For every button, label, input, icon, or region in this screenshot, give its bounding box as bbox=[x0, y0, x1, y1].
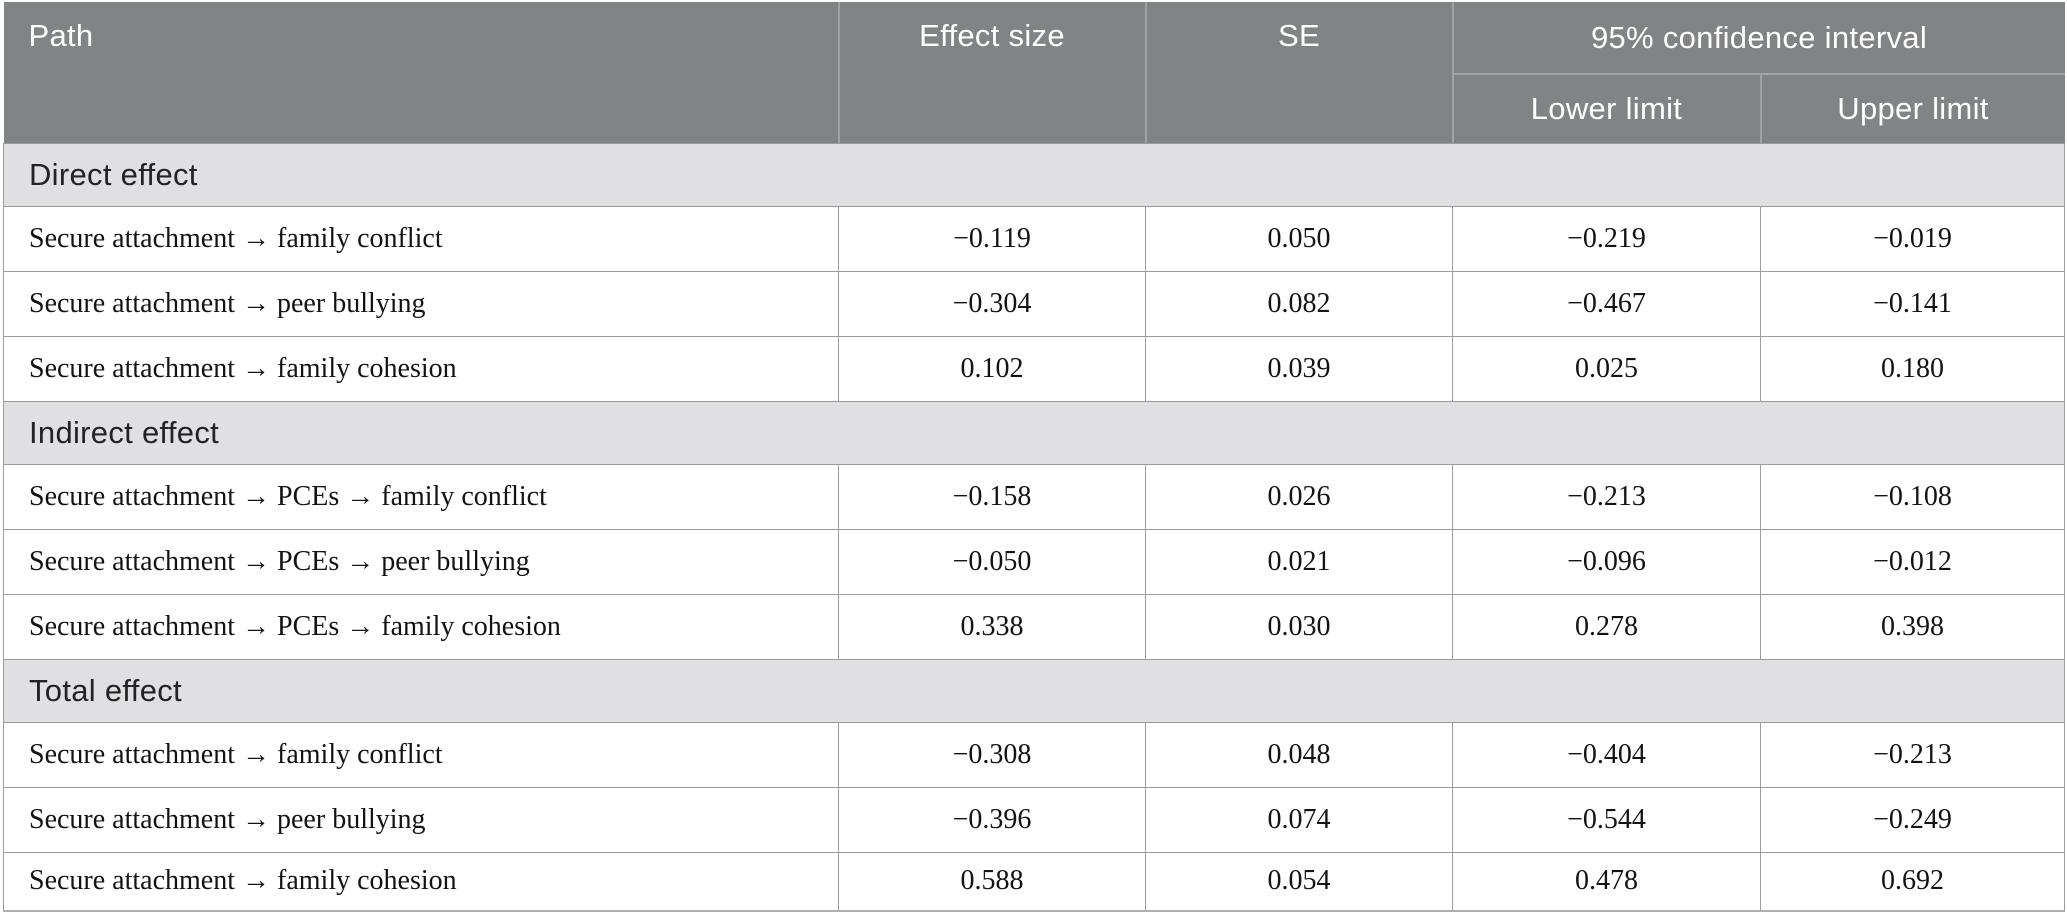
effect-size-cell: −0.396 bbox=[838, 786, 1146, 853]
se-cell: 0.048 bbox=[1145, 721, 1453, 788]
table-row: Secure attachment → family conflict −0.3… bbox=[3, 721, 2065, 788]
confidence-interval-header: 95% confidence interval bbox=[1452, 2, 2065, 74]
table-row: Secure attachment → PCEs → peer bullying… bbox=[3, 528, 2065, 595]
table-row: Secure attachment → PCEs → family cohesi… bbox=[3, 593, 2065, 660]
upper-limit-cell: −0.213 bbox=[1760, 721, 2065, 788]
effect-size-column-header: Effect size bbox=[838, 2, 1147, 143]
path-cell: Secure attachment → PCEs → peer bullying bbox=[3, 528, 839, 595]
lower-limit-column-header: Lower limit bbox=[1452, 73, 1762, 143]
section-label: Total effect bbox=[3, 658, 2065, 723]
upper-limit-cell: −0.108 bbox=[1760, 463, 2065, 530]
lower-limit-cell: −0.544 bbox=[1452, 786, 1761, 853]
lower-limit-cell: −0.096 bbox=[1452, 528, 1761, 595]
section-label: Direct effect bbox=[3, 142, 2065, 207]
se-cell: 0.054 bbox=[1145, 851, 1453, 911]
effect-size-cell: −0.308 bbox=[838, 721, 1146, 788]
path-cell: Secure attachment → family cohesion bbox=[3, 851, 839, 911]
table-header: Path Effect size SE 95% confidence inter… bbox=[3, 2, 2065, 143]
se-cell: 0.030 bbox=[1145, 593, 1453, 660]
effect-size-cell: 0.338 bbox=[838, 593, 1146, 660]
upper-limit-column-header: Upper limit bbox=[1760, 73, 2065, 143]
path-cell: Secure attachment → family conflict bbox=[3, 205, 839, 272]
upper-limit-cell: −0.019 bbox=[1760, 205, 2065, 272]
section-label: Indirect effect bbox=[3, 400, 2065, 465]
table-row: Secure attachment → PCEs → family confli… bbox=[3, 463, 2065, 530]
se-cell: 0.021 bbox=[1145, 528, 1453, 595]
effect-size-cell: −0.050 bbox=[838, 528, 1146, 595]
se-cell: 0.082 bbox=[1145, 270, 1453, 337]
lower-limit-cell: −0.213 bbox=[1452, 463, 1761, 530]
header-row-sub: Lower limit Upper limit bbox=[4, 73, 2065, 143]
effect-size-cell: −0.158 bbox=[838, 463, 1146, 530]
path-cell: Secure attachment → peer bullying bbox=[3, 270, 839, 337]
effect-size-cell: 0.588 bbox=[838, 851, 1146, 911]
table-row: Secure attachment → family cohesion 0.58… bbox=[3, 851, 2065, 911]
lower-limit-cell: −0.467 bbox=[1452, 270, 1761, 337]
lower-limit-cell: 0.278 bbox=[1452, 593, 1761, 660]
path-cell: Secure attachment → family conflict bbox=[3, 721, 839, 788]
path-cell: Secure attachment → PCEs → family cohesi… bbox=[3, 593, 839, 660]
table-body: Direct effect Secure attachment → family… bbox=[3, 142, 2065, 911]
se-cell: 0.074 bbox=[1145, 786, 1453, 853]
table-row: Secure attachment → peer bullying −0.396… bbox=[3, 786, 2065, 853]
upper-limit-cell: 0.398 bbox=[1760, 593, 2065, 660]
path-column-header: Path bbox=[3, 2, 840, 143]
upper-limit-cell: −0.249 bbox=[1760, 786, 2065, 853]
se-cell: 0.039 bbox=[1145, 335, 1453, 402]
effects-table: Path Effect size SE 95% confidence inter… bbox=[3, 2, 2065, 912]
lower-limit-cell: 0.025 bbox=[1452, 335, 1761, 402]
lower-limit-cell: −0.219 bbox=[1452, 205, 1761, 272]
section-row-total-effect: Total effect bbox=[3, 658, 2065, 723]
upper-limit-cell: −0.141 bbox=[1760, 270, 2065, 337]
path-cell: Secure attachment → peer bullying bbox=[3, 786, 839, 853]
effect-size-cell: −0.304 bbox=[838, 270, 1146, 337]
upper-limit-cell: 0.692 bbox=[1760, 851, 2065, 911]
table-row: Secure attachment → family cohesion 0.10… bbox=[3, 335, 2065, 402]
section-row-indirect-effect: Indirect effect bbox=[3, 400, 2065, 465]
path-cell: Secure attachment → family cohesion bbox=[3, 335, 839, 402]
lower-limit-cell: 0.478 bbox=[1452, 851, 1761, 911]
header-row-top: Path Effect size SE 95% confidence inter… bbox=[3, 2, 2065, 143]
effect-size-cell: −0.119 bbox=[838, 205, 1146, 272]
effect-size-cell: 0.102 bbox=[838, 335, 1146, 402]
upper-limit-cell: −0.012 bbox=[1760, 528, 2065, 595]
upper-limit-cell: 0.180 bbox=[1760, 335, 2065, 402]
table-row: Secure attachment → peer bullying −0.304… bbox=[3, 270, 2065, 337]
lower-limit-cell: −0.404 bbox=[1452, 721, 1761, 788]
se-column-header: SE bbox=[1145, 2, 1454, 143]
se-cell: 0.026 bbox=[1145, 463, 1453, 530]
se-cell: 0.050 bbox=[1145, 205, 1453, 272]
section-row-direct-effect: Direct effect bbox=[3, 142, 2065, 207]
path-cell: Secure attachment → PCEs → family confli… bbox=[3, 463, 839, 530]
table-row: Secure attachment → family conflict −0.1… bbox=[3, 205, 2065, 272]
